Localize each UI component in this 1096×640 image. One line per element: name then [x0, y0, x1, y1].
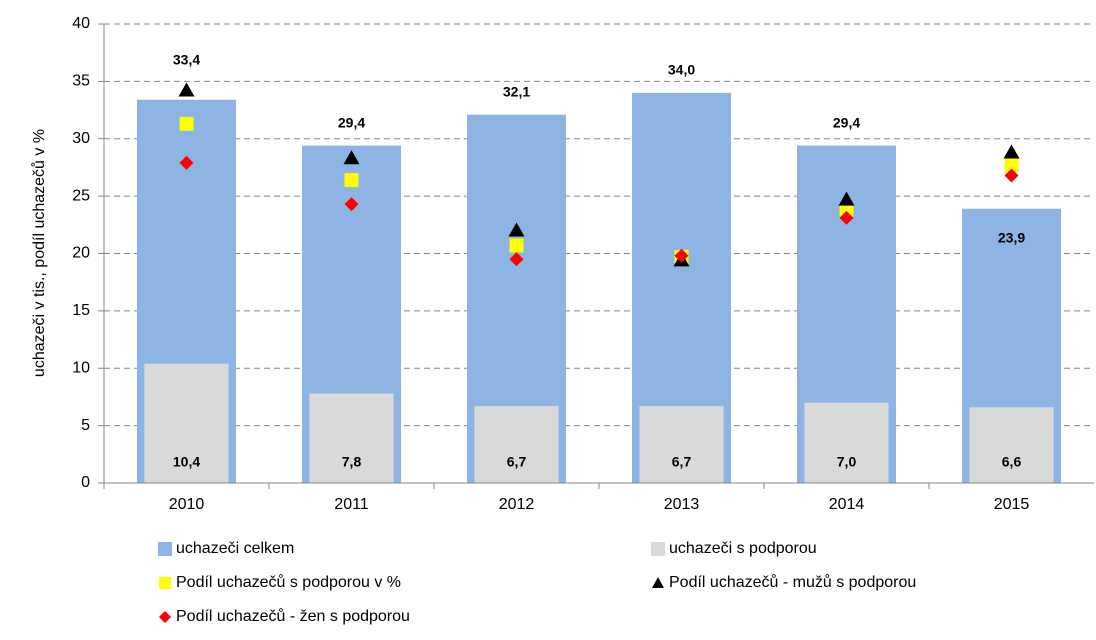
legend-swatch — [159, 611, 171, 623]
value-label: 7,8 — [342, 454, 362, 470]
marker-square — [839, 202, 854, 217]
value-label: 34,0 — [668, 62, 695, 78]
marker-square — [179, 116, 194, 131]
y-tick-label: 0 — [81, 474, 90, 491]
legend-label: Podíl uchazečů s podporou v % — [176, 573, 401, 591]
marker-square — [1004, 158, 1019, 173]
legend-label: Podíl uchazečů - žen s podporou — [176, 607, 410, 625]
x-tick-label: 2011 — [334, 496, 369, 513]
y-axis-label: uchazeči v tis., podíl uchazečů v % — [30, 129, 48, 377]
value-label: 29,4 — [338, 114, 365, 130]
marker-square — [509, 238, 524, 253]
legend-label: uchazeči celkem — [176, 540, 294, 557]
x-tick-label: 2012 — [499, 496, 535, 513]
y-tick-label: 10 — [72, 359, 90, 376]
legend-swatch — [158, 542, 172, 556]
value-label: 7,0 — [837, 454, 857, 470]
value-label: 33,4 — [173, 51, 200, 67]
x-tick-label: 2013 — [664, 496, 700, 513]
x-tick-label: 2015 — [994, 496, 1030, 513]
marker-diamond — [179, 155, 194, 170]
marker-triangle — [178, 82, 195, 97]
value-label: 6,7 — [672, 454, 692, 470]
value-label: 6,6 — [1002, 454, 1022, 470]
value-label: 23,9 — [998, 229, 1025, 245]
marker-diamond — [1004, 168, 1019, 183]
marker-triangle — [508, 222, 525, 237]
marker-diamond — [344, 197, 359, 212]
y-tick-label: 35 — [72, 73, 90, 90]
value-label: 10,4 — [173, 454, 200, 470]
bar — [804, 402, 889, 483]
bar — [639, 406, 724, 483]
marker-triangle — [343, 150, 360, 165]
legend-swatch — [652, 577, 664, 588]
y-tick-label: 40 — [72, 15, 90, 32]
legend-swatch — [651, 542, 665, 556]
legend-label: uchazeči s podporou — [669, 540, 817, 557]
y-tick-label: 25 — [72, 187, 90, 204]
value-label: 29,4 — [833, 114, 860, 130]
bar — [144, 363, 229, 483]
legend-label: Podíl uchazečů - mužů s podporou — [669, 573, 916, 591]
marker-diamond — [674, 248, 689, 263]
marker-triangle — [838, 191, 855, 206]
bar — [474, 406, 559, 483]
legend-swatch — [159, 577, 171, 589]
y-tick-label: 20 — [72, 245, 90, 262]
y-tick-label: 15 — [72, 302, 90, 319]
bar — [309, 393, 394, 483]
value-label: 6,7 — [507, 454, 527, 470]
bar — [969, 407, 1054, 483]
x-tick-label: 2014 — [829, 496, 865, 513]
marker-triangle — [1003, 144, 1020, 159]
x-tick-label: 2010 — [169, 496, 205, 513]
y-tick-label: 30 — [72, 130, 90, 147]
y-tick-label: 5 — [81, 417, 90, 434]
value-label: 32,1 — [503, 83, 530, 99]
marker-square — [344, 173, 359, 188]
marker-diamond — [839, 210, 854, 225]
marker-diamond — [509, 252, 524, 267]
